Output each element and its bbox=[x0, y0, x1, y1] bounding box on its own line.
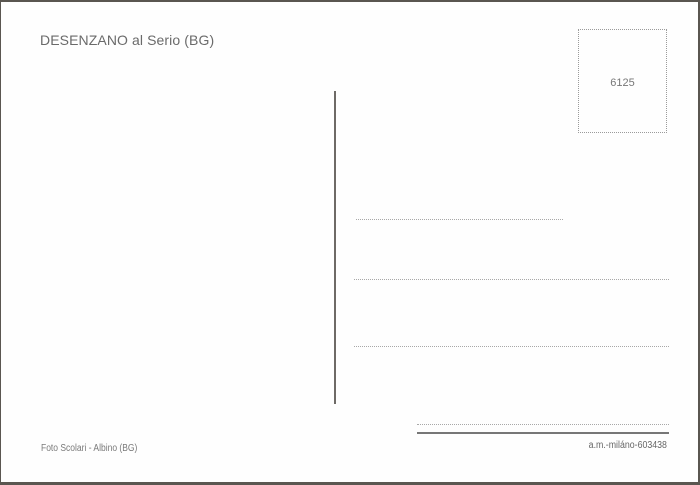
address-underline bbox=[417, 432, 669, 434]
publisher-code: a.m.-miláno-603438 bbox=[588, 440, 667, 451]
address-line-2 bbox=[354, 279, 669, 280]
address-line-1 bbox=[356, 219, 563, 220]
stamp-box-number: 6125 bbox=[610, 77, 635, 89]
stamp-box: 6125 bbox=[578, 29, 667, 133]
location-title: DESENZANO al Serio (BG) bbox=[40, 32, 215, 48]
photo-credit: Foto Scolari - Albino (BG) bbox=[41, 443, 138, 454]
center-divider bbox=[334, 91, 336, 404]
address-line-4 bbox=[417, 424, 669, 425]
address-line-3 bbox=[354, 346, 669, 347]
